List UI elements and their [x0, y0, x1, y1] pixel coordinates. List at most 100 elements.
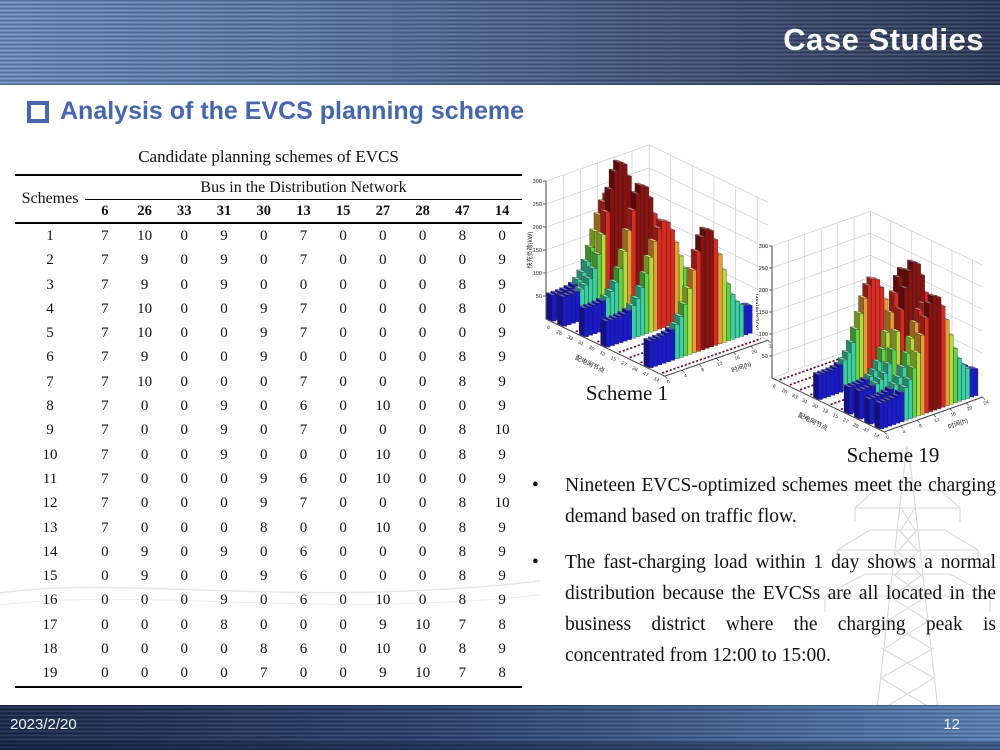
- svg-text:8: 8: [918, 423, 923, 430]
- charger-count-cell: 0: [339, 641, 347, 658]
- svg-text:24: 24: [768, 342, 774, 350]
- charger-count-cell: 7: [299, 495, 308, 512]
- charger-count-cell: 0: [180, 276, 189, 293]
- charger-count-cell: 0: [140, 616, 149, 633]
- charger-count-cell: 0: [220, 519, 228, 536]
- scheme-number-cell: 6: [46, 349, 54, 366]
- charger-count-cell: 0: [259, 228, 268, 244]
- charger-count-cell: 0: [379, 543, 387, 560]
- charger-count-cell: 8: [458, 349, 467, 366]
- charger-count-cell: 9: [498, 568, 506, 585]
- charger-count-cell: 0: [299, 616, 308, 633]
- charger-count-cell: 0: [259, 446, 268, 463]
- charger-count-cell: 0: [418, 276, 427, 293]
- table-row: 8 7 0 0 9 0 6 0 10 0 0 9: [15, 394, 522, 418]
- charger-count-cell: 7: [101, 398, 109, 415]
- charger-count-cell: 0: [180, 398, 189, 415]
- charger-count-cell: 0: [259, 543, 268, 560]
- charger-count-cell: 0: [418, 373, 427, 390]
- charger-count-cell: 0: [379, 276, 387, 293]
- svg-text:47: 47: [642, 371, 650, 379]
- charger-count-cell: 8: [458, 592, 467, 609]
- scheme-number-cell: 18: [42, 641, 58, 658]
- table-row: 15 0 9 0 0 9 6 0 0 0 8 9: [15, 564, 522, 588]
- charger-count-cell: 10: [375, 592, 391, 609]
- charger-count-cell: 0: [220, 300, 228, 317]
- svg-text:27: 27: [842, 417, 850, 425]
- scheme-19-3d-chart: 50100150200250300快充负荷(kW)626333130131527…: [756, 210, 990, 441]
- svg-text:150: 150: [533, 248, 542, 254]
- charger-count-cell: 0: [140, 665, 149, 682]
- charger-count-cell: 7: [458, 665, 467, 682]
- charger-count-cell: 10: [375, 398, 391, 415]
- svg-text:0: 0: [666, 379, 671, 386]
- charger-count-cell: 0: [418, 641, 427, 658]
- svg-text:16: 16: [950, 411, 957, 419]
- charger-count-cell: 7: [101, 228, 109, 244]
- charger-count-cell: 0: [140, 495, 149, 512]
- charger-count-cell: 7: [458, 616, 467, 633]
- svg-text:快充负荷(kW): 快充负荷(kW): [526, 232, 534, 269]
- charger-count-cell: 9: [379, 665, 387, 682]
- svg-text:33: 33: [791, 393, 799, 401]
- table-row: 6 7 9 0 0 9 0 0 0 0 8 9: [15, 345, 522, 369]
- charger-count-cell: 0: [379, 568, 387, 585]
- charger-count-cell: 0: [140, 470, 149, 487]
- scheme-1-caption: Scheme 1: [585, 381, 669, 405]
- scheme-number-cell: 5: [46, 325, 54, 342]
- charger-count-cell: 0: [101, 568, 109, 585]
- svg-text:6: 6: [771, 384, 776, 391]
- svg-text:时间(h): 时间(h): [730, 359, 752, 375]
- svg-text:200: 200: [759, 288, 768, 294]
- bus-column-header: 13: [283, 199, 324, 224]
- charger-count-cell: 0: [140, 398, 149, 415]
- charger-count-cell: 7: [299, 422, 308, 439]
- charger-count-cell: 9: [220, 276, 228, 293]
- charger-count-cell: 0: [180, 568, 189, 585]
- charger-count-cell: 8: [458, 543, 467, 560]
- charger-count-cell: 0: [180, 519, 189, 536]
- charger-count-cell: 10: [375, 519, 391, 536]
- charger-count-cell: 0: [101, 641, 109, 658]
- planning-schemes-table: Schemes Bus in the Distribution Network …: [15, 174, 522, 688]
- table-title: Candidate planning schemes of EVCS: [138, 147, 399, 166]
- charger-count-cell: 0: [458, 470, 467, 487]
- svg-text:30: 30: [811, 402, 819, 410]
- charger-count-cell: 0: [259, 592, 268, 609]
- charger-count-cell: 8: [458, 568, 467, 585]
- charger-count-cell: 7: [101, 349, 109, 366]
- charger-count-cell: 0: [180, 349, 189, 366]
- scheme-number-cell: 19: [42, 665, 58, 682]
- charger-count-cell: 0: [140, 446, 149, 463]
- bus-column-header: 26: [124, 199, 165, 224]
- charger-count-cell: 7: [299, 300, 308, 317]
- charger-count-cell: 0: [299, 446, 308, 463]
- charger-count-cell: 9: [498, 252, 506, 269]
- svg-text:20: 20: [966, 405, 973, 413]
- table-row: 10 7 0 0 9 0 0 0 10 0 8 9: [15, 443, 522, 467]
- charger-count-cell: 0: [180, 495, 189, 512]
- charger-count-cell: 0: [101, 543, 109, 560]
- svg-text:8: 8: [701, 367, 706, 374]
- footer-page-number: 12: [943, 716, 960, 733]
- charger-count-cell: 0: [339, 665, 347, 682]
- charger-count-cell: 0: [418, 568, 427, 585]
- charger-count-cell: 0: [339, 325, 347, 342]
- svg-text:20: 20: [751, 348, 758, 356]
- bus-group-header: Bus in the Distribution Network: [85, 175, 522, 200]
- charger-count-cell: 9: [220, 398, 228, 415]
- charger-count-cell: 8: [259, 641, 268, 658]
- charger-count-cell: 6: [299, 543, 308, 560]
- charger-count-cell: 9: [498, 325, 506, 342]
- charger-count-cell: 9: [498, 470, 506, 487]
- charger-count-cell: 10: [415, 665, 431, 682]
- svg-text:26: 26: [555, 329, 563, 337]
- charger-count-cell: 0: [339, 422, 347, 439]
- charger-count-cell: 0: [180, 592, 189, 609]
- charger-count-cell: 8: [259, 519, 268, 536]
- svg-text:12: 12: [934, 417, 941, 425]
- charger-count-cell: 9: [259, 349, 268, 366]
- charger-count-cell: 0: [299, 276, 308, 293]
- background-swirl-watermark: [0, 580, 540, 606]
